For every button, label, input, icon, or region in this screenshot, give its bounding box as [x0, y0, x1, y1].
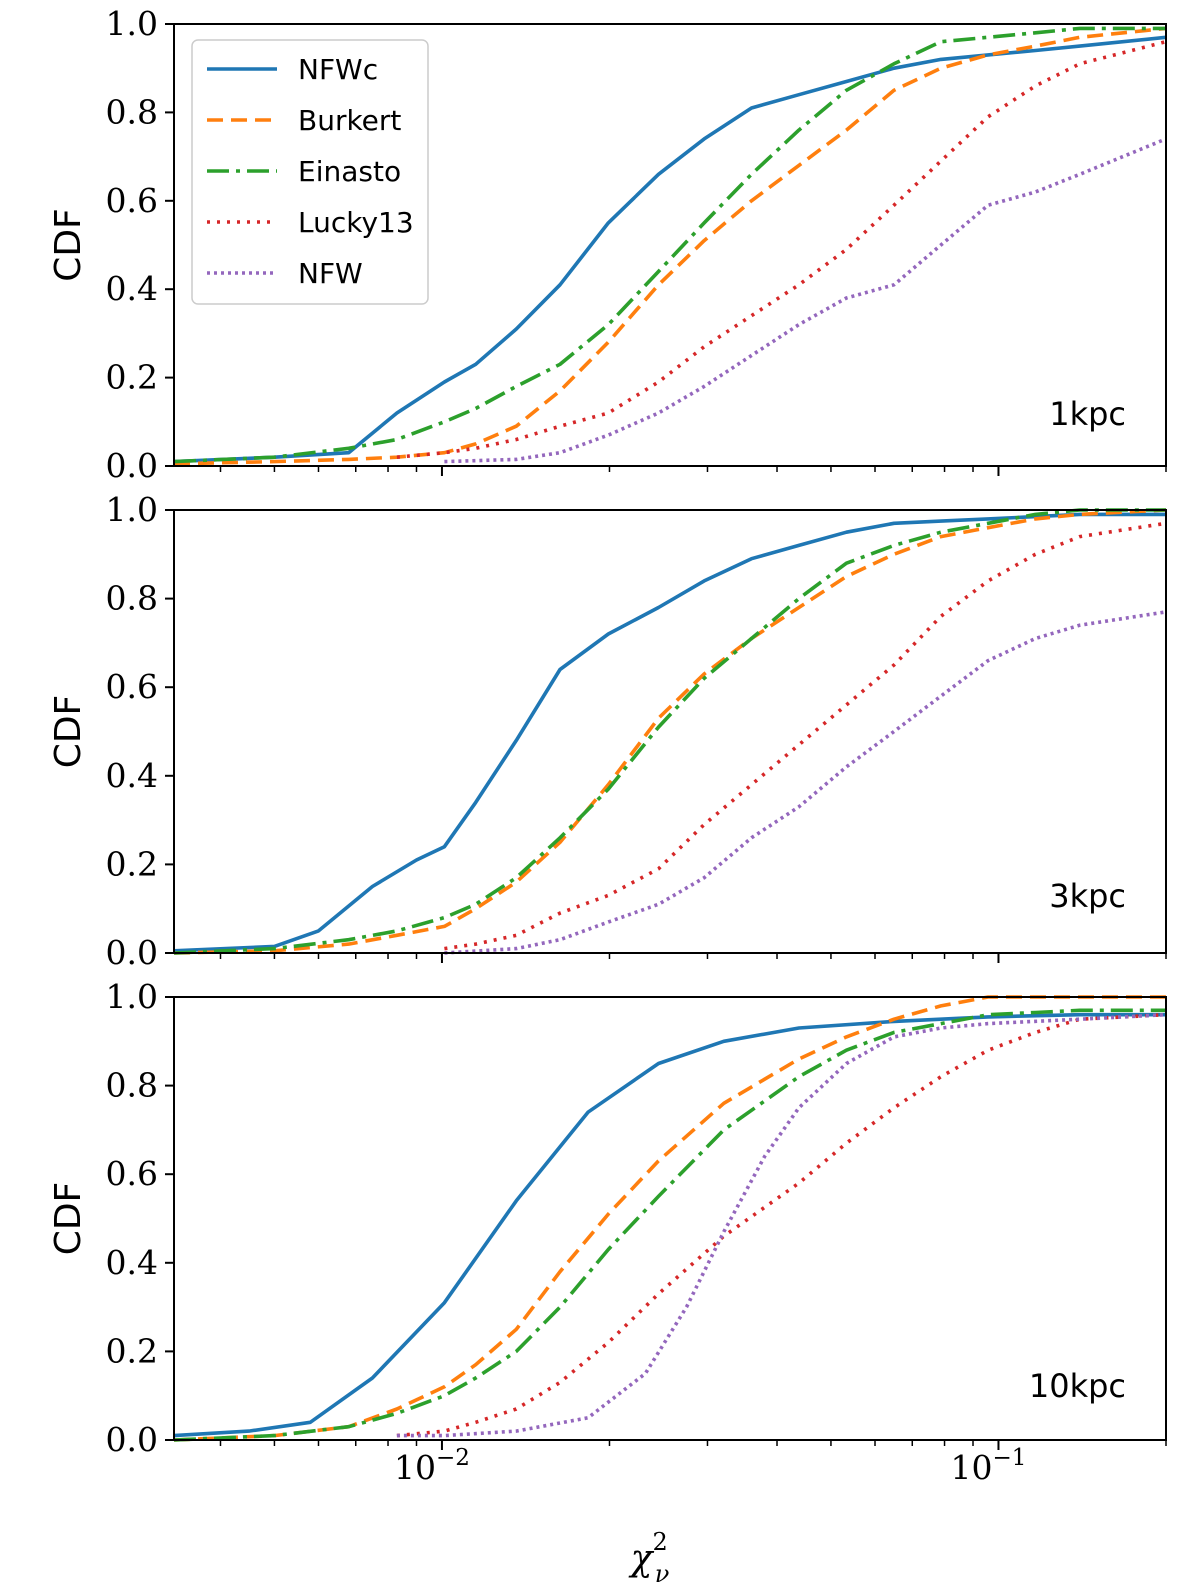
y-tick-label: 0.4	[106, 1243, 158, 1282]
series-group	[174, 26, 1166, 466]
y-tick-label: 0.0	[106, 933, 158, 972]
panel-1kpc: 0.0 0.2 0.4 0.6 0.8 1.0 CDF 1kpc	[48, 4, 1167, 485]
y-tick-label: 1.0	[106, 490, 158, 529]
axes-frame	[173, 509, 1167, 954]
legend-item-lucky13: Lucky13	[207, 206, 414, 239]
y-tick-label: 0.6	[106, 1154, 158, 1193]
series-line-burkert	[174, 508, 1166, 955]
y-tick-label: 0.2	[106, 358, 158, 397]
legend-item-nfw: NFW	[207, 257, 363, 290]
series-line-einasto	[174, 508, 1166, 955]
series-line-nfw	[396, 1012, 1166, 1438]
y-tick-label: 0.0	[106, 1420, 158, 1459]
x-axis-label: χ2 ν	[628, 1528, 670, 1588]
panel-3kpc: 0.0 0.2 0.4 0.6 0.8 1.0 CDF 3kpc	[48, 490, 1167, 972]
series-line-einasto	[174, 26, 1166, 464]
series-line-burkert	[174, 26, 1166, 466]
axes-frame	[173, 996, 1167, 1441]
y-tick-label: 0.8	[106, 579, 158, 618]
legend-item-nfwc: NFWc	[207, 53, 378, 86]
legend-label: NFW	[298, 257, 363, 290]
y-tick-label: 1.0	[106, 977, 158, 1016]
legend-item-einasto: Einasto	[207, 155, 401, 188]
panel-annotation: 3kpc	[1049, 877, 1126, 915]
panel-10kpc: 0.0 0.2 0.4 0.6 0.8 1.0 CDF 10kpc	[48, 977, 1167, 1459]
axes-frame	[173, 23, 1167, 467]
legend-label: Lucky13	[298, 206, 414, 239]
y-axis-label: CDF	[48, 208, 89, 282]
series-line-burkert	[174, 995, 1166, 1442]
y-tick-label: 1.0	[106, 4, 158, 43]
series-line-lucky13	[396, 1012, 1166, 1438]
y-tick-label: 0.6	[106, 667, 158, 706]
legend: NFWc Burkert Einasto Lucky13 NFW	[191, 39, 429, 305]
legend-label: Burkert	[298, 104, 401, 137]
panel-annotation: 10kpc	[1029, 1367, 1126, 1405]
y-axis-label: CDF	[48, 695, 89, 769]
panels-layer: 0.0 0.2 0.4 0.6 0.8 1.0 CDF 1kpc 0.0 0.2 0.4 0.6 0.8…	[48, 4, 1167, 1459]
series-group	[174, 995, 1166, 1442]
series-group	[174, 508, 1166, 955]
y-tick-label: 0.4	[106, 269, 158, 308]
y-tick-label: 0.2	[106, 1331, 158, 1370]
legend-label: NFWc	[298, 53, 378, 86]
series-line-nfwc	[174, 1012, 1166, 1438]
x-tick-label: 10−2	[394, 1445, 470, 1487]
series-line-einasto	[174, 1008, 1166, 1442]
y-tick-label: 0.2	[106, 844, 158, 883]
legend-item-burkert: Burkert	[207, 104, 401, 137]
x-axis-labels: 10−2 10−1 χ2 ν	[394, 1445, 1026, 1588]
panel-annotation: 1kpc	[1049, 395, 1126, 433]
y-tick-label: 0.0	[106, 446, 158, 485]
y-axis-label: CDF	[48, 1182, 89, 1256]
y-tick-label: 0.8	[106, 1066, 158, 1105]
legend-box	[191, 39, 429, 305]
legend-label: Einasto	[298, 155, 401, 188]
x-tick-label: 10−1	[951, 1445, 1027, 1487]
series-line-nfw	[444, 610, 1166, 955]
series-line-nfwc	[174, 512, 1166, 953]
series-line-nfw	[444, 137, 1166, 464]
y-tick-label: 0.8	[106, 92, 158, 131]
y-tick-label: 0.4	[106, 756, 158, 795]
y-tick-label: 0.6	[106, 181, 158, 220]
